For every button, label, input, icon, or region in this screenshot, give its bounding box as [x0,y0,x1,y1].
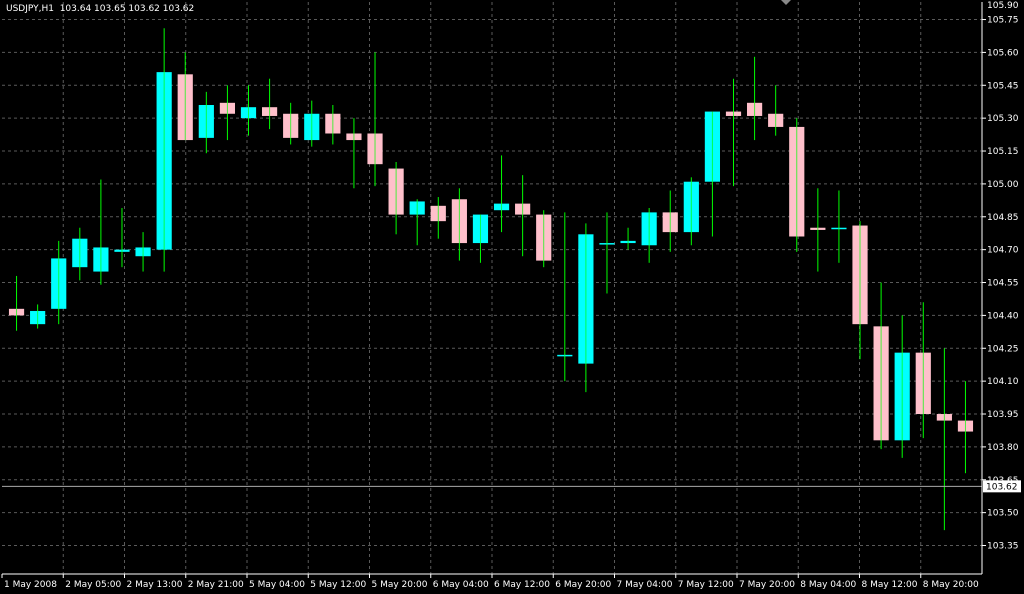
candle [746,56,763,141]
candle [515,175,531,257]
candle [409,199,425,246]
candle [957,381,974,474]
x-tick-label: 6 May 12:00 [494,580,550,590]
candle [894,315,910,458]
candle [810,188,826,272]
candle [283,102,299,145]
x-tick-label: 2 May 21:00 [188,580,244,590]
y-tick-label: 104.85 [987,213,1019,223]
symbol-label: USDJPY,H1 [6,4,54,14]
y-tick-label: 105.30 [987,114,1019,124]
candle [936,348,952,531]
candle [599,212,615,294]
y-tick-label: 105.00 [987,180,1019,190]
x-tick-label: 1 May 2008 [4,580,57,590]
candle [768,85,784,136]
candle [915,302,931,439]
y-tick-label: 105.45 [987,81,1019,91]
candle [346,118,362,189]
candle [51,240,67,325]
x-tick-label: 8 May 12:00 [862,580,918,590]
candle [852,221,868,360]
candle [135,232,151,272]
chart-shift-marker [781,0,791,5]
y-tick-label: 105.60 [987,48,1019,58]
y-tick-label: 104.40 [987,311,1019,321]
candle [30,304,46,329]
candle [304,100,320,147]
x-tick-label: 8 May 04:00 [800,580,856,590]
x-tick-label: 8 May 20:00 [923,580,979,590]
candle [198,91,214,154]
x-tick-label: 7 May 12:00 [678,580,734,590]
y-tick-label: 103.95 [987,410,1019,420]
x-tick-label: 6 May 04:00 [433,580,489,590]
x-tick-label: 7 May 20:00 [739,580,795,590]
candle [472,214,489,263]
candle [367,52,383,187]
candle [873,282,889,450]
x-tick-label: 5 May 12:00 [310,580,366,590]
candle [72,227,88,281]
y-tick-label: 103.35 [987,542,1019,552]
x-tick-label: 2 May 13:00 [127,580,183,590]
y-tick-label: 104.55 [987,279,1019,289]
current-price-box [983,480,1021,493]
candle [789,118,805,252]
candle [578,223,594,393]
y-tick-label: 103.50 [987,509,1019,519]
candle [177,52,193,141]
candles [8,28,974,531]
candle [641,208,657,263]
candle [8,275,25,331]
candle [93,179,109,285]
current-price-label: 103.62 [986,482,1018,492]
candle [725,78,742,187]
candle [704,111,721,237]
candle [451,188,467,261]
y-tick-label: 104.70 [987,246,1019,256]
candle [325,105,341,145]
x-tick-label: 5 May 04:00 [249,580,305,590]
candle [683,177,699,246]
x-tick-label: 2 May 05:00 [65,580,121,590]
x-tick-label: 6 May 20:00 [555,580,611,590]
y-tick-label: 105.75 [987,16,1019,26]
x-tick-label: 7 May 04:00 [617,580,673,590]
ohlc-readout: 103.64 103.65 103.62 103.62 [59,4,195,14]
candle [388,161,404,235]
x-tick-label: 5 May 20:00 [372,580,428,590]
candle [831,190,847,263]
grid [2,2,982,574]
candle [219,85,236,141]
y-tick-label: 104.25 [987,344,1019,354]
candle [662,190,678,252]
y-tick-label: 103.80 [987,443,1019,453]
candle [493,155,510,233]
candle [261,78,278,130]
candle [240,85,257,136]
y-tick-label: 105.90 [987,1,1019,11]
candle [536,210,552,268]
candle [156,28,172,272]
y-tick-label: 104.10 [987,377,1019,387]
candle [557,212,573,382]
candle [430,197,446,239]
chart-header: USDJPY,H1 103.64 103.65 103.62 103.62 [6,4,194,14]
candle [114,208,130,268]
candle [620,227,636,250]
y-tick-label: 105.15 [987,147,1019,157]
